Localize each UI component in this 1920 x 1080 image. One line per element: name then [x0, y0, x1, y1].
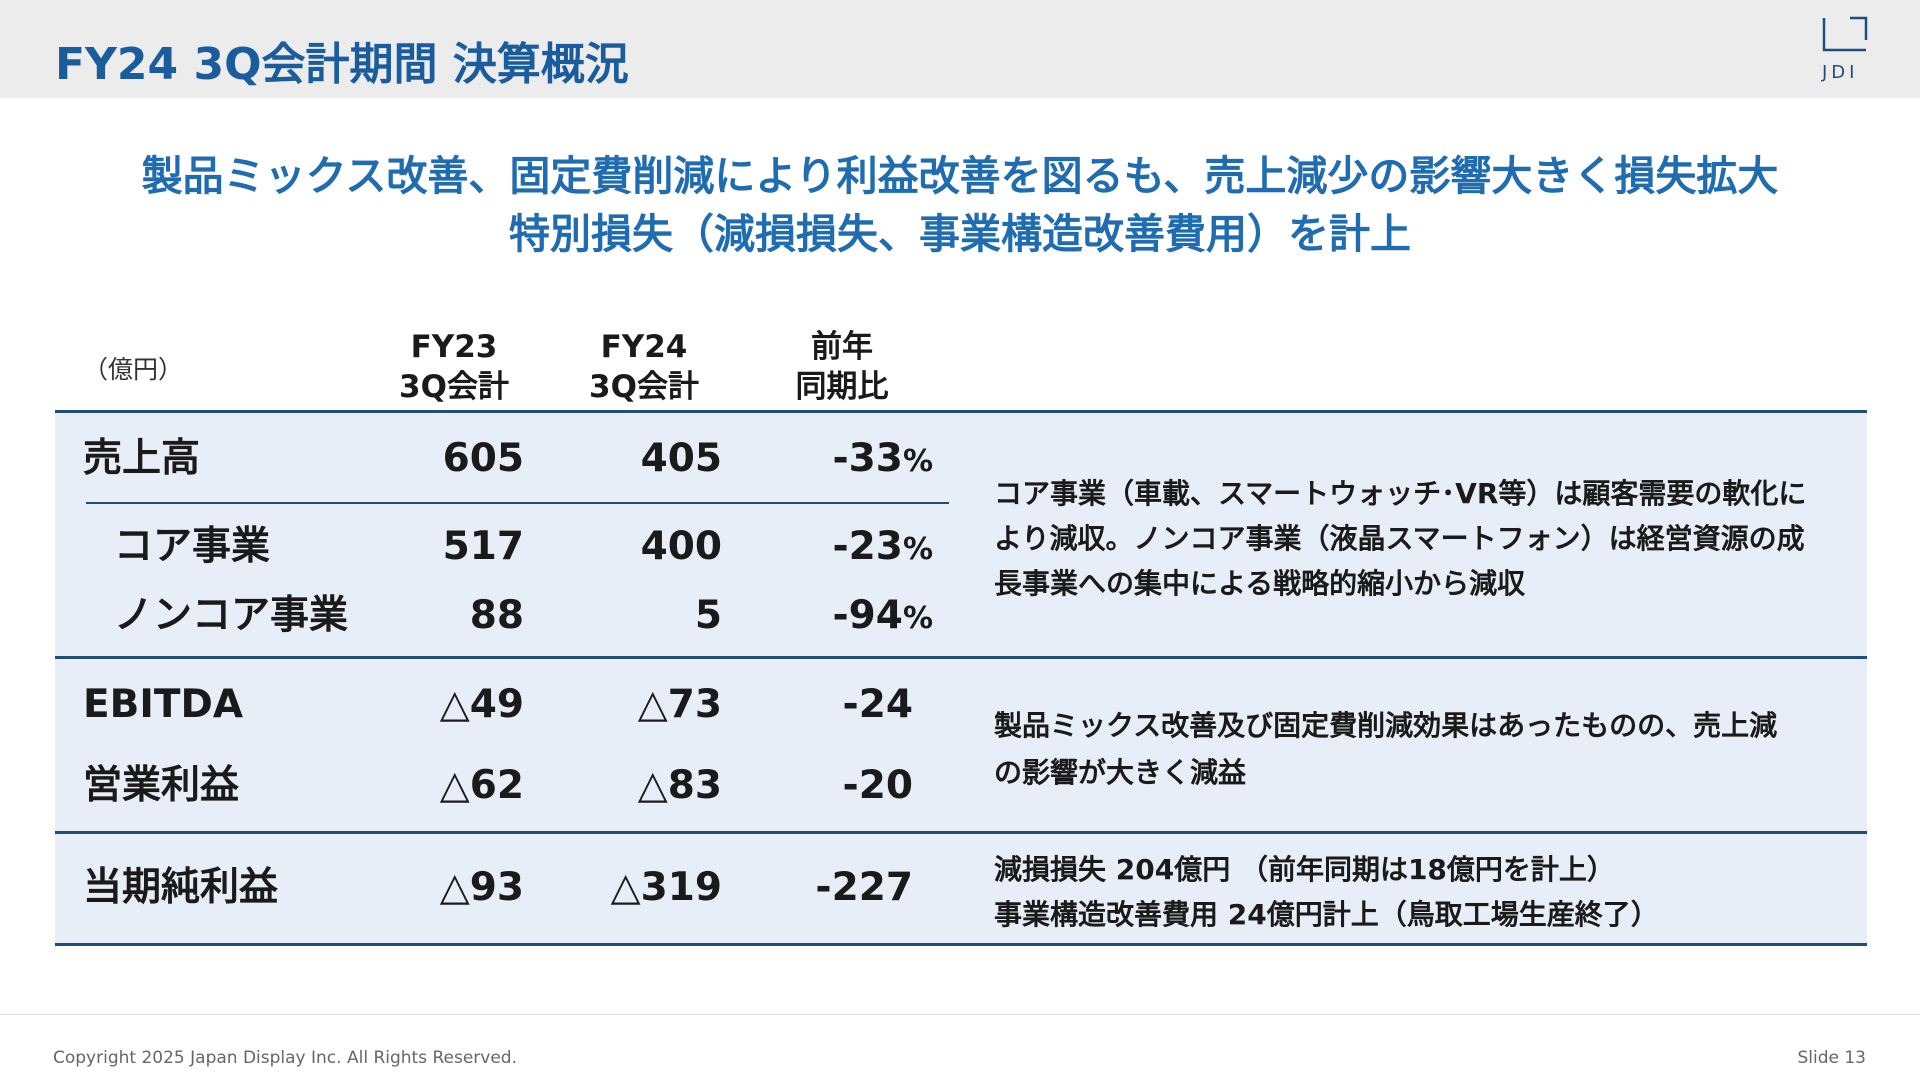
comment: コア事業（車載、スマートウォッチ･VR等）は顧客需要の軟化に — [994, 477, 1807, 510]
block — [55, 410, 1867, 659]
logo-mark — [1822, 16, 1868, 52]
cell: 88 — [469, 593, 524, 638]
cell: 400 — [640, 524, 722, 569]
title: FY24 3Q会計期間 決算概況 — [55, 39, 629, 90]
cell: 405 — [640, 436, 722, 481]
header-bar — [0, 0, 1920, 98]
logo-text: JDI — [1822, 62, 1859, 83]
cell: -23% — [832, 527, 933, 566]
comment: 製品ミックス改善及び固定費削減効果はあったものの、売上減 — [994, 709, 1778, 742]
row-label: コア事業 — [114, 524, 271, 569]
column-header: FY23 — [410, 329, 498, 365]
cell: △73 — [637, 682, 722, 727]
cell: -227 — [815, 865, 913, 910]
row-label: ノンコア事業 — [114, 593, 349, 638]
row-label: 売上高 — [83, 436, 201, 481]
cell-value: -23 — [832, 524, 903, 569]
cell: △319 — [610, 865, 722, 910]
comment: 長事業への集中による戦略的縮小から減収 — [994, 567, 1526, 600]
block — [55, 831, 1867, 946]
cell: -33% — [832, 439, 933, 478]
cell: △49 — [439, 682, 524, 727]
cell: △62 — [439, 763, 524, 808]
row-label: EBITDA — [83, 682, 244, 727]
unit-label: （億円） — [83, 355, 184, 384]
column-header: 3Q会計 — [399, 369, 509, 405]
subtitle: 製品ミックス改善、固定費削減により利益改善を図るも、売上減少の影響大きく損失拡大 — [141, 152, 1779, 200]
column-header: FY24 — [600, 329, 688, 365]
cell: 517 — [442, 524, 524, 569]
cell: 5 — [694, 593, 722, 638]
slide-number: Slide 13 — [1797, 1048, 1866, 1068]
cell: △83 — [637, 763, 722, 808]
column-header: 3Q会計 — [589, 369, 699, 405]
cell-unit: % — [902, 601, 933, 636]
cell: 605 — [442, 436, 524, 481]
cell-unit: % — [902, 532, 933, 567]
footer-line — [0, 1014, 1920, 1015]
cell: △93 — [439, 865, 524, 910]
cell-value: -33 — [832, 436, 903, 481]
cell-value: -94 — [832, 593, 903, 638]
row-label: 営業利益 — [83, 763, 240, 808]
divider — [86, 502, 949, 504]
block — [55, 656, 1867, 834]
column-header: 前年 — [811, 329, 873, 365]
cell: -24 — [842, 682, 913, 727]
subtitle: 特別損失（減損損失、事業構造改善費用）を計上 — [509, 210, 1411, 258]
row-label: 当期純利益 — [83, 865, 279, 910]
cell-unit: % — [902, 444, 933, 479]
comment: の影響が大きく減益 — [994, 756, 1247, 789]
copyright: Copyright 2025 Japan Display Inc. All Ri… — [53, 1048, 517, 1068]
cell: -20 — [842, 763, 913, 808]
comment: より減収。ノンコア事業（液晶スマートフォン）は経営資源の成 — [994, 522, 1805, 555]
comment: 事業構造改善費用 24億円計上（鳥取工場生産終了） — [994, 898, 1659, 931]
column-header: 同期比 — [795, 369, 889, 405]
cell: -94% — [832, 596, 933, 635]
comment: 減損損失 204億円 （前年同期は18億円を計上） — [994, 853, 1615, 886]
